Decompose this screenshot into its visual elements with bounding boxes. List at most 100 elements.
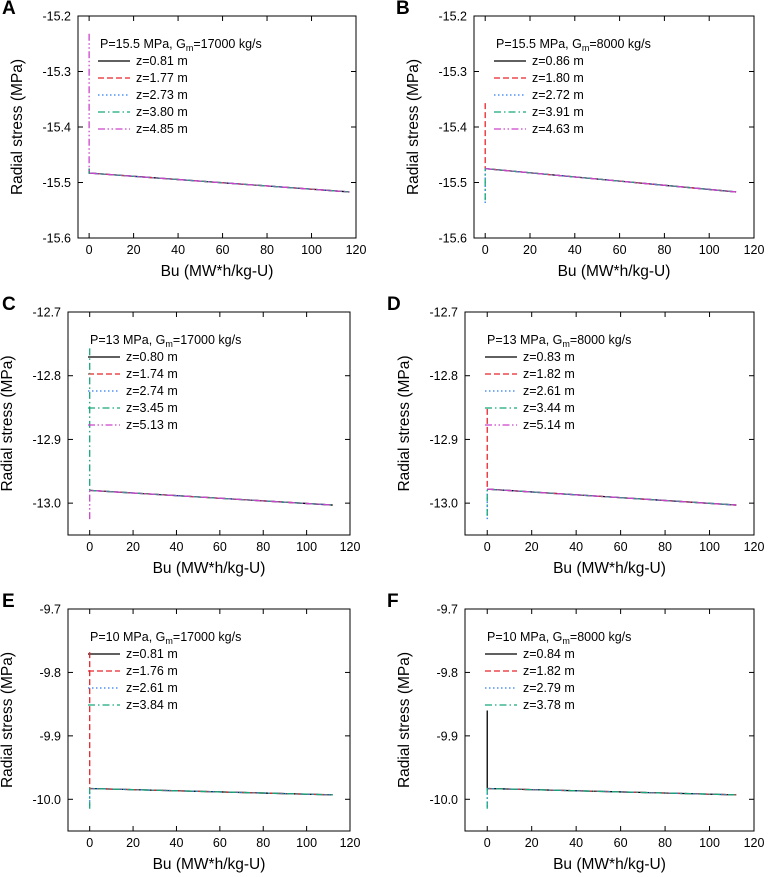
series-line [486, 787, 737, 809]
legend-title-suffix: =17000 kg/s [173, 630, 241, 644]
x-axis-label: Bu (MW*h/kg-U) [553, 560, 666, 577]
y-tick-label: -15.4 [43, 121, 72, 135]
legend-entry: z=2.73 m [136, 88, 188, 102]
legend-entry: z=5.14 m [523, 418, 575, 432]
x-tick-label: 60 [213, 540, 227, 554]
panel-c: C 0 20 40 60 80 100 120 -13.0 -12.9 -12.8 -12.7 Bu (… [0, 294, 360, 577]
series-line [486, 710, 737, 796]
x-tick-label: 0 [484, 540, 491, 554]
legend-title: P=13 MPa, Gm=8000 kg/s [487, 333, 631, 349]
series-line [486, 488, 737, 516]
series-line [88, 33, 350, 193]
series-line [88, 168, 350, 193]
legend-entry: z=0.86 m [532, 54, 584, 68]
x-tick-label: 60 [213, 836, 227, 850]
series-line [89, 348, 333, 506]
panel-label: A [2, 0, 16, 19]
y-tick-label: -15.6 [439, 232, 468, 246]
y-axis-label: Radial stress (MPa) [396, 355, 413, 491]
y-axis-label: Radial stress (MPa) [0, 355, 16, 491]
legend-title-prefix: P=15.5 MPa, G [496, 37, 582, 51]
legend-entry: z=5.13 m [126, 418, 178, 432]
y-tick-label: -12.8 [430, 369, 459, 383]
x-axis-label: Bu (MW*h/kg-U) [161, 263, 274, 280]
legend-title-prefix: P=15.5 MPa, G [100, 37, 186, 51]
legend-entry: z=0.81 m [136, 54, 188, 68]
legend-entry: z=4.63 m [532, 122, 584, 136]
legend-entry: z=3.44 m [523, 401, 575, 415]
legend-title-suffix: =8000 kg/s [570, 630, 632, 644]
y-tick-label: -10.0 [33, 793, 62, 807]
series-line [487, 488, 737, 506]
series-line [484, 167, 737, 204]
series-line [486, 787, 737, 807]
y-tick-label: -15.6 [43, 232, 72, 246]
x-tick-label: 120 [340, 540, 361, 554]
x-tick-label: 120 [744, 243, 765, 257]
legend-entry: z=0.81 m [126, 647, 178, 661]
x-tick-label: 40 [569, 836, 583, 850]
y-tick-label: -9.7 [436, 603, 458, 617]
legend-title: P=15.5 MPa, Gm=17000 kg/s [100, 37, 262, 53]
x-tick-label: 80 [260, 243, 274, 257]
legend-entry: z=3.91 m [532, 105, 584, 119]
y-tick-label: -9.8 [39, 666, 61, 680]
x-tick-label: 40 [568, 243, 582, 257]
panel-b: B 0 20 40 60 80 100 120 -15.6 -15.5 -15.4 -15.3 -15.… [396, 0, 764, 280]
y-axis-label: Radial stress (MPa) [0, 652, 16, 788]
legend-title-suffix: =17000 kg/s [173, 333, 241, 347]
x-tick-label: 20 [523, 243, 537, 257]
legend-entry: z=2.61 m [523, 384, 575, 398]
y-tick-label: -12.8 [33, 369, 62, 383]
y-axis-label: Radial stress (MPa) [396, 652, 413, 788]
series-line [88, 168, 350, 193]
y-tick-label: -9.9 [436, 729, 458, 743]
plot-frame [67, 608, 351, 832]
series-line [486, 488, 737, 520]
y-axis-label: Radial stress (MPa) [405, 59, 422, 195]
legend-entry: z=1.82 m [523, 367, 575, 381]
series-line [89, 489, 333, 520]
legend-entry: z=0.84 m [523, 647, 575, 661]
x-tick-label: 100 [301, 243, 322, 257]
x-axis-label: Bu (MW*h/kg-U) [558, 263, 671, 280]
x-tick-label: 120 [744, 540, 765, 554]
x-tick-label: 0 [86, 243, 93, 257]
legend-entry: z=0.83 m [523, 350, 575, 364]
x-tick-label: 120 [346, 243, 367, 257]
x-tick-label: 20 [525, 540, 539, 554]
legend-entry: z=1.76 m [126, 664, 178, 678]
x-axis-label: Bu (MW*h/kg-U) [553, 856, 666, 873]
legend-title-prefix: P=13 MPa, G [90, 333, 165, 347]
panel-label: B [396, 0, 410, 19]
legend-entry: z=1.74 m [126, 367, 178, 381]
panel-label: E [2, 591, 15, 612]
x-tick-label: 100 [296, 836, 317, 850]
x-tick-label: 20 [126, 836, 140, 850]
legend-title-subscript: m [582, 43, 590, 53]
series-line [88, 168, 350, 193]
x-tick-label: 80 [657, 243, 671, 257]
x-tick-label: 40 [569, 540, 583, 554]
legend-title-suffix: =8000 kg/s [570, 333, 632, 347]
legend-entry: z=1.77 m [136, 71, 188, 85]
x-tick-label: 20 [126, 540, 140, 554]
x-tick-label: 0 [484, 836, 491, 850]
x-axis-label: Bu (MW*h/kg-U) [153, 560, 266, 577]
y-tick-label: -9.9 [39, 729, 61, 743]
legend-title: P=10 MPa, Gm=17000 kg/s [90, 630, 241, 646]
x-tick-label: 120 [340, 836, 361, 850]
x-tick-label: 80 [256, 836, 270, 850]
x-tick-label: 100 [296, 540, 317, 554]
y-tick-label: -15.4 [439, 121, 468, 135]
y-tick-label: -12.7 [430, 306, 459, 320]
y-tick-label: -13.0 [430, 497, 459, 511]
y-tick-label: -15.5 [439, 176, 468, 190]
plot-frame [464, 311, 755, 536]
plot-frame [464, 608, 755, 832]
legend-title-prefix: P=10 MPa, G [90, 630, 165, 644]
series-line [484, 103, 737, 193]
panel-f: F 0 20 40 60 80 100 120 -10.0 -9.9 -9.8 -9.7 Bu (MW*… [387, 591, 764, 873]
legend-title-subscript: m [165, 636, 173, 646]
